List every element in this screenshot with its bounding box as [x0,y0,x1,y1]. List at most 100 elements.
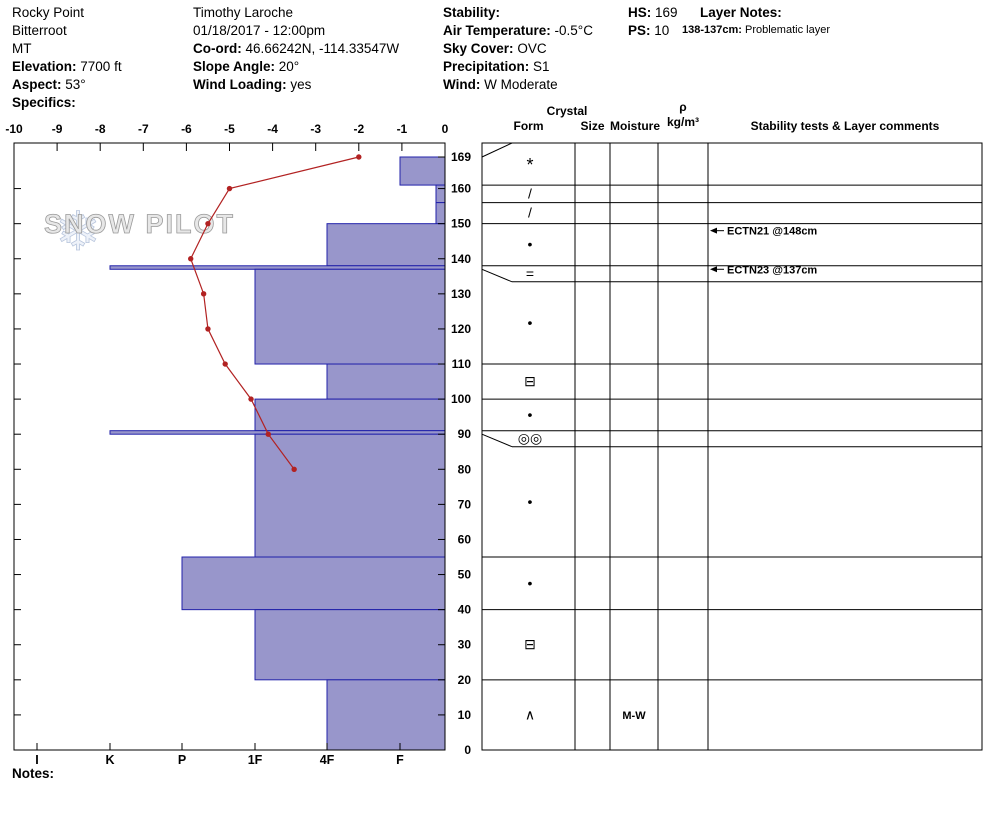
crystal-form-symbol: ◎◎ [518,430,542,446]
crystal-form-symbol: • [528,493,533,509]
layer-notes-block: Layer Notes: [700,4,782,22]
layer-notes-label: Layer Notes: [700,5,782,20]
slope-angle-row: Slope Angle: 20° [193,58,399,76]
air-temp-row: Air Temperature: -0.5°C [443,22,593,40]
temperature-point [291,466,297,472]
temp-axis-label: -9 [52,122,63,136]
elevation-row: Elevation: 7700 ft [12,58,122,76]
temperature-point [226,185,233,192]
depth-axis-label: 120 [451,322,471,336]
layer-hardness-bar [435,202,446,225]
wind-loading-value: yes [290,77,312,92]
crystal-header: Crystal [546,104,588,118]
observer-name: Timothy Laroche [193,5,294,20]
temp-axis-label: -6 [181,122,192,136]
layer-hardness-bar [109,265,446,270]
totals-block: HS: 169 PS: 10 [628,4,678,40]
depth-axis-label: 30 [458,638,472,652]
layer-hardness-bar [254,433,446,558]
ps-row: PS: 10 [628,22,678,40]
temperature-point [222,361,228,367]
crystal-form-symbol: • [528,406,533,422]
layer-hardness-bar [326,363,446,400]
layer-hardness-bar [254,398,446,432]
hardness-axis-label: 4F [320,753,335,767]
temperature-point [356,154,362,160]
precipitation-label: Precipitation: [443,59,530,74]
observer-block: Timothy Laroche 01/18/2017 - 12:00pm Co-… [193,4,399,94]
hardness-axis-label: P [178,753,186,767]
state: MT [12,41,32,56]
sky-cover-row: Sky Cover: OVC [443,40,593,58]
hs-value: 169 [655,5,678,20]
layer-hardness-bar [254,268,446,365]
temp-axis-label: -3 [310,122,321,136]
surface-connector [481,142,513,158]
temp-axis-label: 0 [442,122,449,136]
hardness-axis-label: 1F [248,753,263,767]
rho-units-header: kg/m³ [666,115,699,129]
size-header: Size [580,119,605,133]
coord-row: Co-ord: 46.66242N, -114.33547W [193,40,399,58]
crystal-form-symbol: ⊟ [524,636,536,652]
location-block: Rocky Point Bitterroot MT Elevation: 770… [12,4,122,112]
layer-hardness-bar [399,156,446,186]
ps-label: PS: [628,23,651,38]
temp-axis-label: -2 [353,122,364,136]
temperature-point [205,326,211,332]
precipitation-value: S1 [533,59,550,74]
layer-notes-row: Layer Notes: [700,4,782,22]
depth-axis-label: 150 [451,217,471,231]
depth-axis-label: 140 [451,252,471,266]
elevation-label: Elevation: [12,59,77,74]
sky-cover-value: OVC [517,41,547,56]
depth-axis-label: 50 [458,568,472,582]
layer-hardness-bar [435,184,446,204]
coord-label: Co-ord: [193,41,242,56]
depth-axis-label: 10 [458,708,472,722]
wind-loading-row: Wind Loading: yes [193,76,399,94]
layer-hardness-bar [326,223,446,267]
depth-axis-label: 80 [458,462,472,476]
slope-angle-value: 20° [278,59,300,74]
coord-value: 46.66242N, -114.33547W [245,41,400,56]
hs-label: HS: [628,5,652,20]
crystal-form-symbol: = [526,265,534,281]
depth-axis-label: 100 [451,392,471,406]
notes-label: Notes: [12,766,55,781]
moisture-value: M-W [622,710,646,722]
aspect-label: Aspect: [12,77,62,92]
temperature-point [205,220,211,227]
hardness-axis-label: K [105,753,114,767]
row-connector [481,268,513,283]
aspect-value: 53° [65,77,86,92]
moisture-header: Moisture [610,119,661,133]
temp-axis-label: -7 [138,122,149,136]
layer-hardness-bar [109,430,446,435]
depth-axis-label: 60 [458,532,472,546]
region: Bitterroot [12,23,67,38]
crystal-form-symbol: / [528,185,532,201]
ps-value: 10 [654,23,670,38]
watermark-snowflake-icon: ❄ [55,202,100,262]
crystal-form-symbol: * [526,155,533,175]
hardness-axis-label: F [396,753,404,767]
depth-axis-label: 70 [458,497,472,511]
hardness-axis-label: I [35,753,38,767]
wind-loading-label: Wind Loading: [193,77,287,92]
temp-axis-label: -5 [224,122,235,136]
crystal-form-symbol: • [528,236,533,252]
aspect-row: Aspect: 53° [12,76,122,94]
temp-axis-label: -8 [95,122,106,136]
layer-note: 138-137cm: Problematic layer [682,24,830,36]
crystal-form-symbol: ∧ [525,706,535,722]
test-arrow-head-icon [710,266,717,273]
pit-name: Rocky Point [12,5,85,20]
row-connector [481,433,513,448]
temp-axis-label: -1 [397,122,408,136]
crystal-form-symbol: • [528,575,533,591]
specifics-row: Specifics: [12,94,122,112]
stability-label: Stability: [443,5,501,20]
crystal-form-symbol: / [528,205,532,221]
temp-axis-label: -4 [267,122,278,136]
